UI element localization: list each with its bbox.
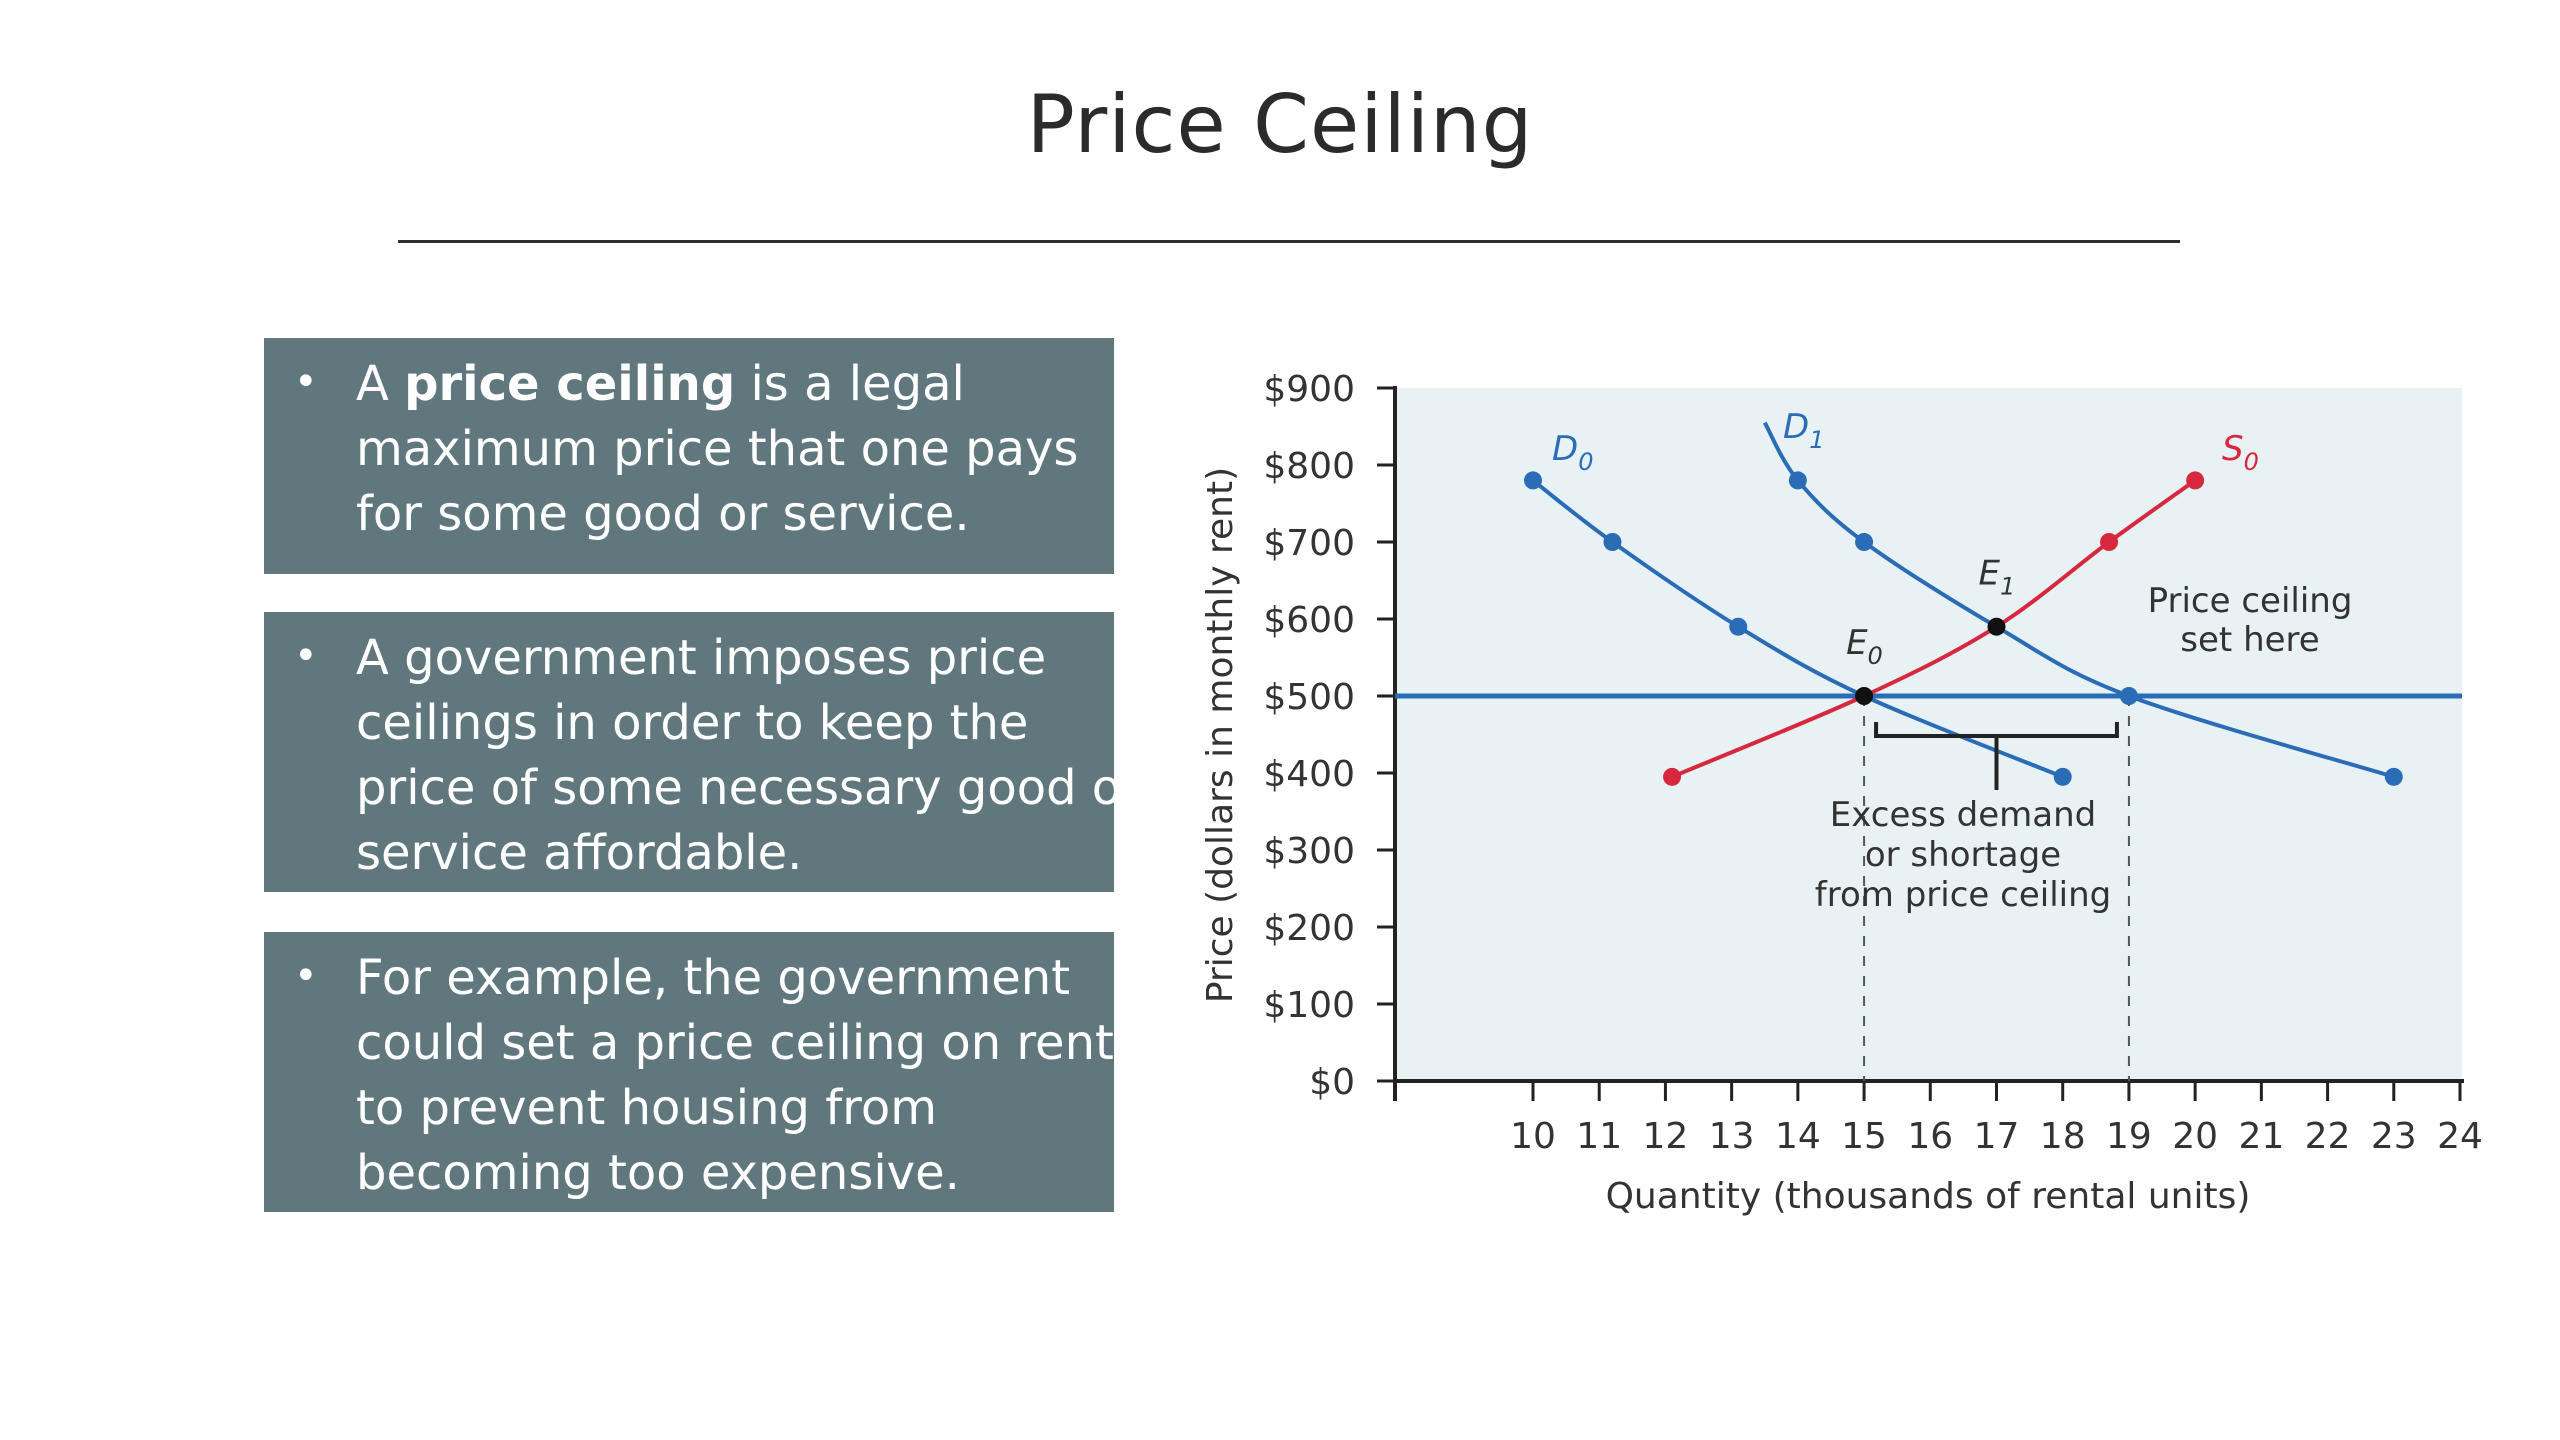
point-d1: [2384, 767, 2403, 786]
shortage-bracket: [1874, 722, 2119, 790]
x-tick-label: 14: [1775, 1116, 1821, 1157]
x-tick-label: 16: [1907, 1116, 1953, 1157]
y-tick-label: $400: [1263, 754, 1355, 795]
y-tick-label: $800: [1263, 446, 1355, 487]
x-tick-label: 11: [1576, 1116, 1622, 1157]
label-e1: E1: [1979, 554, 2016, 601]
point-s0: [2186, 471, 2205, 490]
x-tick-label: 12: [1643, 1116, 1689, 1157]
x-tick-label: 20: [2172, 1116, 2218, 1157]
label-e0: E0: [1846, 623, 1883, 670]
x-tick-label: 24: [2437, 1116, 2483, 1157]
y-tick-label: $900: [1263, 369, 1355, 410]
bullet-line: for some good or service.: [356, 486, 970, 542]
bullet-line: maximum price that one pays: [356, 421, 1079, 477]
bullet-text-post: is a legal: [735, 356, 965, 412]
bullet-line: service affordable.: [356, 825, 803, 881]
point-d1: [2119, 687, 2138, 705]
point-d0: [1524, 471, 1542, 490]
bullet-box-purpose: • A government imposes price ceilings in…: [264, 612, 1141, 892]
x-tick-label: 18: [2040, 1116, 2086, 1157]
x-tick-label: 21: [2238, 1116, 2284, 1157]
x-tick-label: 17: [1974, 1116, 2020, 1157]
point-d0: [1729, 617, 1748, 636]
slide-title: Price Ceiling: [1026, 78, 1534, 171]
bullet-box-example: • For example, the government could set …: [264, 932, 1114, 1212]
point-s0: [1663, 767, 1682, 786]
shortage-label-line1: Excess demand: [1830, 795, 2096, 835]
bullet-line: A price ceiling is a legal: [356, 352, 1074, 417]
ceiling-label-line1: Price ceiling: [2148, 581, 2353, 621]
bullet-line: For example, the government: [356, 950, 1071, 1006]
ceiling-label-line2: set here: [2180, 620, 2319, 660]
x-tick-label: 13: [1709, 1116, 1755, 1157]
x-tick-label: 22: [2305, 1116, 2351, 1157]
bullet-box-definition: • A price ceiling is a legal maximum pri…: [264, 338, 1114, 574]
y-tick-label: $700: [1263, 523, 1355, 564]
y-tick-label: $0: [1309, 1062, 1355, 1103]
bullet-line: to prevent housing from: [356, 1080, 937, 1136]
bullet-line: could set a price ceiling on rent: [356, 1015, 1114, 1071]
bullet-dot: •: [294, 633, 318, 679]
point-d0: [2053, 767, 2072, 786]
shortage-label-line3: from price ceiling: [1815, 875, 2111, 915]
bullet-text-bold: price ceiling: [404, 356, 736, 412]
point-d0: [1603, 533, 1622, 551]
equilibrium-e1: [1987, 617, 2006, 636]
curve-s0: [1671, 478, 2197, 779]
label-s0: S0: [2222, 429, 2259, 476]
label-d1: D1: [1783, 407, 1824, 454]
y-tick-label: $600: [1263, 600, 1355, 641]
bullet-line: A government imposes price: [356, 630, 1047, 686]
label-d0: D0: [1552, 429, 1593, 476]
bullet-dot: •: [294, 359, 318, 405]
point-d1: [1788, 471, 1807, 490]
y-tick-label: $300: [1263, 831, 1355, 872]
title-divider: [398, 240, 2180, 243]
x-tick-label: 19: [2106, 1116, 2152, 1157]
x-tick-label: 10: [1510, 1116, 1556, 1157]
bullet-line: price of some necessary good or: [356, 760, 1141, 816]
y-axis-label: Price (dollars in monthly rent): [1200, 467, 1241, 1003]
y-tick-label: $200: [1263, 908, 1355, 949]
bullet-line: ceilings in order to keep the: [356, 695, 1029, 751]
bullet-line: becoming too expensive.: [356, 1145, 960, 1201]
point-s0: [2100, 533, 2119, 551]
bullet-dot: •: [294, 953, 318, 999]
y-tick-label: $100: [1263, 985, 1355, 1026]
bullet-text-pre: A: [356, 356, 405, 412]
x-tick-label: 15: [1841, 1116, 1887, 1157]
equilibrium-e0: [1855, 687, 1874, 705]
shortage-label-line2: or shortage: [1865, 835, 2061, 875]
x-tick-label: 23: [2371, 1116, 2417, 1157]
point-d1: [1855, 533, 1874, 551]
x-axis-label: Quantity (thousands of rental units): [1606, 1176, 2251, 1217]
y-tick-label: $500: [1263, 677, 1355, 718]
